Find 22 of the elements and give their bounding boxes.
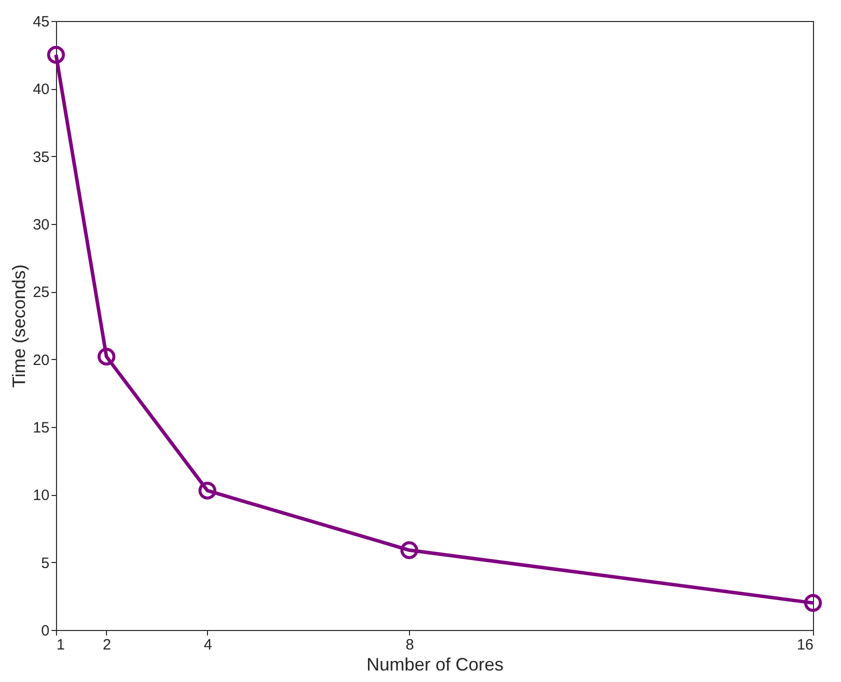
x-tick-label: 16 [796, 636, 814, 654]
point [198, 482, 216, 500]
x-axis-title: Number of Cores [366, 654, 504, 674]
y-tick-label: 30 [32, 216, 50, 234]
y-tick-label: 35 [32, 148, 50, 166]
y-tick-label: 25 [32, 284, 50, 302]
x-tick-label: 2 [102, 636, 112, 654]
point [400, 541, 418, 560]
point [804, 594, 822, 612]
point [47, 46, 65, 64]
y-tick-label: 20 [32, 352, 50, 369]
x-tick-label: 4 [204, 636, 212, 654]
y-tick-label: 40 [32, 81, 50, 98]
y-axis-title: Time (seconds) [8, 264, 29, 388]
point [98, 348, 116, 366]
x-tick-label: 8 [406, 636, 414, 654]
y-tick-label: 45 [32, 14, 50, 30]
y-tick-label: 15 [32, 420, 50, 436]
x-tick-label: 1 [56, 636, 65, 654]
y-tick-label: 10 [32, 487, 50, 504]
y-tick-label: 5 [41, 554, 50, 572]
y-tick-label: 0 [41, 622, 50, 640]
